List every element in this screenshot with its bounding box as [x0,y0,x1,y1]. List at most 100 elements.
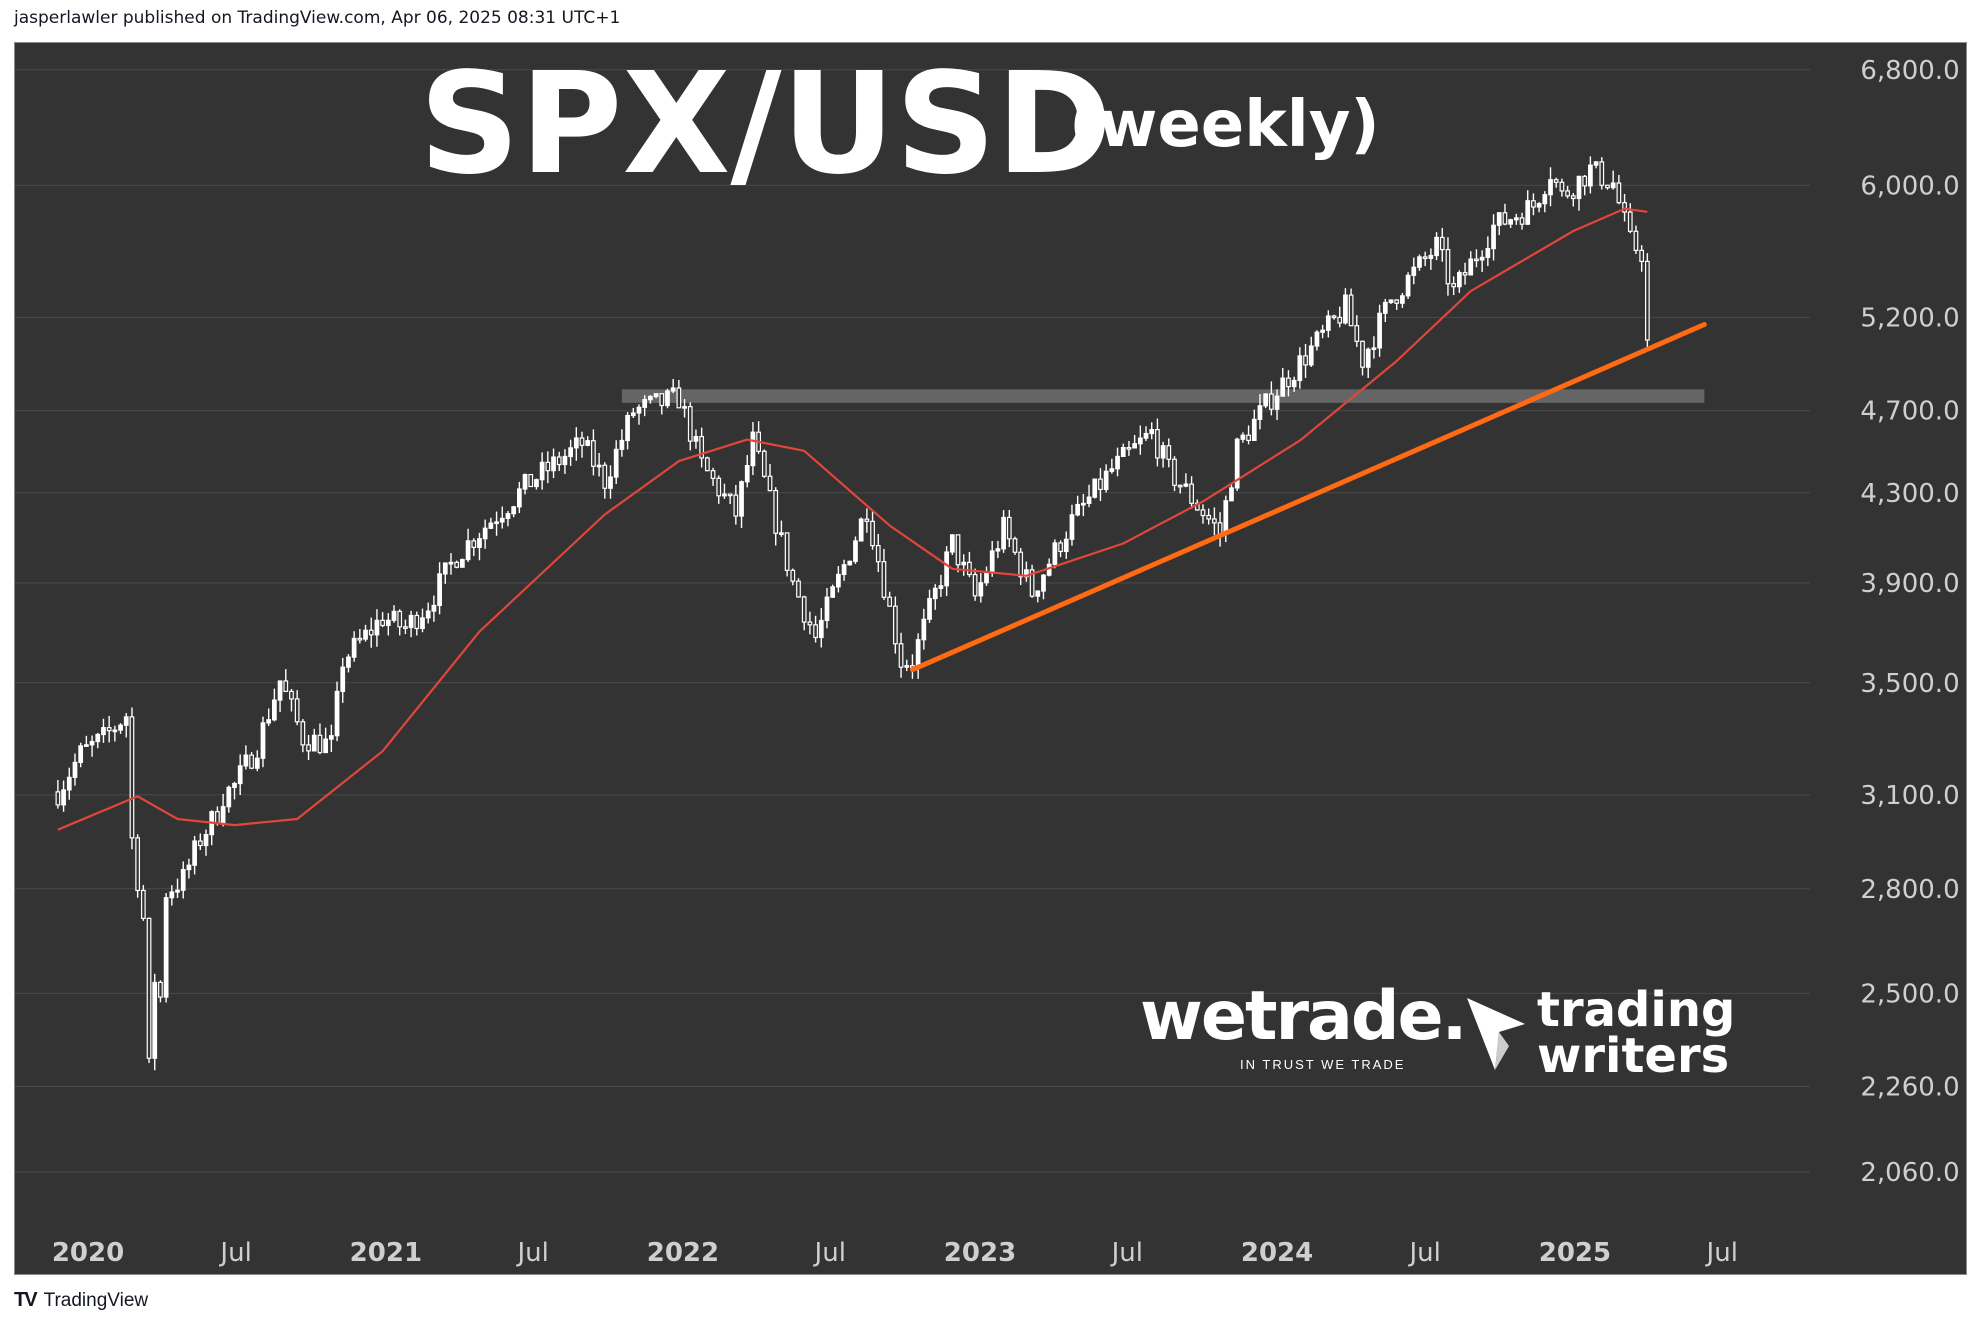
candle [1354,315,1360,347]
candle [272,688,277,722]
candle-body [1115,455,1120,470]
candle [1155,418,1160,467]
candle [1172,456,1177,492]
candle [158,980,163,1003]
candle [1103,464,1109,493]
candle-body [1536,203,1542,208]
candle [1411,257,1417,285]
candle [420,608,425,633]
resistance-zone [621,389,1705,403]
candle-body [687,406,693,442]
candle [568,439,573,466]
y-tick-label: 4,300.0 [1860,479,1959,509]
candle [1035,590,1041,603]
candle-body [1479,256,1485,261]
candle [978,573,984,603]
candle-body [1491,224,1496,250]
candle-body [363,629,368,640]
candle-body [1639,249,1645,262]
x-axis: 2020 Jul 2021 Jul 2022 Jul 2023 Jul 2024 Jul 2025 J… [52,1238,1738,1268]
candle [1012,536,1018,555]
candle-body [1388,299,1394,304]
candle-body [1212,518,1217,524]
candle-body [1593,161,1599,166]
candle-body [824,596,830,622]
candle-body [1365,348,1371,368]
candle-body [551,456,556,472]
candle-body [1468,258,1474,276]
price-chart-svg[interactable]: 6,800.0 6,000.0 5,200.0 4,700.0 4,300.0 3,900… [15,43,1968,1276]
candle [1143,426,1149,441]
candle [1582,174,1588,196]
candle-body [995,548,1001,552]
candle [1531,193,1536,216]
candle-body [579,437,585,446]
candle [306,734,311,760]
candle-body [158,981,163,998]
y-tick-label: 2,800.0 [1860,875,1959,905]
candle [1024,561,1029,582]
candle-body [1434,236,1439,257]
candle [545,451,551,484]
candle-body [1360,340,1365,368]
candle-body [1411,266,1417,276]
candle [1588,156,1593,194]
trading-writers-line1: trading [1537,982,1736,1038]
candle [403,619,408,635]
candle-body [1559,181,1565,192]
x-tick-label: Jul [515,1238,548,1268]
candle [1451,276,1457,296]
candle-body [1519,217,1525,225]
candle-body [397,610,403,628]
candle-body [368,629,374,636]
candle-body [1172,458,1177,486]
candle-body [767,475,773,492]
candle [1519,212,1525,230]
y-tick-label: 2,500.0 [1860,979,1959,1009]
candle-body [1286,377,1291,388]
candle-body [1132,443,1137,449]
x-tick-label: 2024 [1241,1238,1313,1268]
candle-body [534,479,539,488]
candle-body [1605,184,1610,189]
candle [311,728,317,752]
candle [790,568,796,586]
candle-body [300,721,306,746]
candle [927,589,932,623]
candle [1468,251,1474,276]
candle [323,727,329,754]
candle [1400,292,1405,308]
footer-brand[interactable]: TV TradingView [14,1289,148,1312]
candle [608,465,613,499]
candle-body [870,520,875,547]
candle [294,690,300,726]
candle [1063,531,1069,559]
candle [72,753,78,786]
candle-body [454,561,460,568]
candle-body [1080,502,1086,506]
candle-body [101,727,106,736]
candle-body [1576,175,1582,200]
candle-body [949,534,955,553]
candle [636,404,642,425]
candle [391,605,397,623]
candle-body [699,435,705,459]
grid-layer [15,69,1810,1173]
candle [1570,192,1576,207]
candle [1434,232,1439,261]
candle-body [1451,283,1457,288]
candle [232,781,237,800]
candle [1263,393,1269,409]
candle [1291,376,1297,392]
candle [1177,484,1183,494]
candle-body [1382,301,1388,314]
candle-body [1405,274,1411,297]
candle-body [460,558,465,568]
candle [522,473,528,495]
candle-body [619,439,625,451]
candle-body [516,488,522,508]
candle-body [146,917,152,1059]
candle [1343,288,1348,325]
candle [836,566,841,593]
chart-area[interactable]: 6,800.0 6,000.0 5,200.0 4,700.0 4,300.0 3,900… [14,42,1967,1275]
